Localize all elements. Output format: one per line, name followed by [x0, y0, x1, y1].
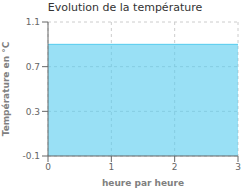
- svg-text:0.3: 0.3: [26, 107, 40, 117]
- svg-text:3: 3: [235, 162, 241, 172]
- svg-text:0: 0: [45, 162, 51, 172]
- svg-text:2: 2: [172, 162, 178, 172]
- svg-text:1: 1: [108, 162, 114, 172]
- svg-text:heure par heure: heure par heure: [102, 178, 184, 188]
- html-text:Evolution de la température: Evolution de la température: [47, 1, 203, 14]
- svg-text:0.7: 0.7: [26, 62, 40, 72]
- svg-text:1.1: 1.1: [26, 17, 40, 27]
- svg-text:-0.1: -0.1: [22, 151, 40, 161]
- svg-text:Température en °C: Température en °C: [8, 41, 11, 136]
